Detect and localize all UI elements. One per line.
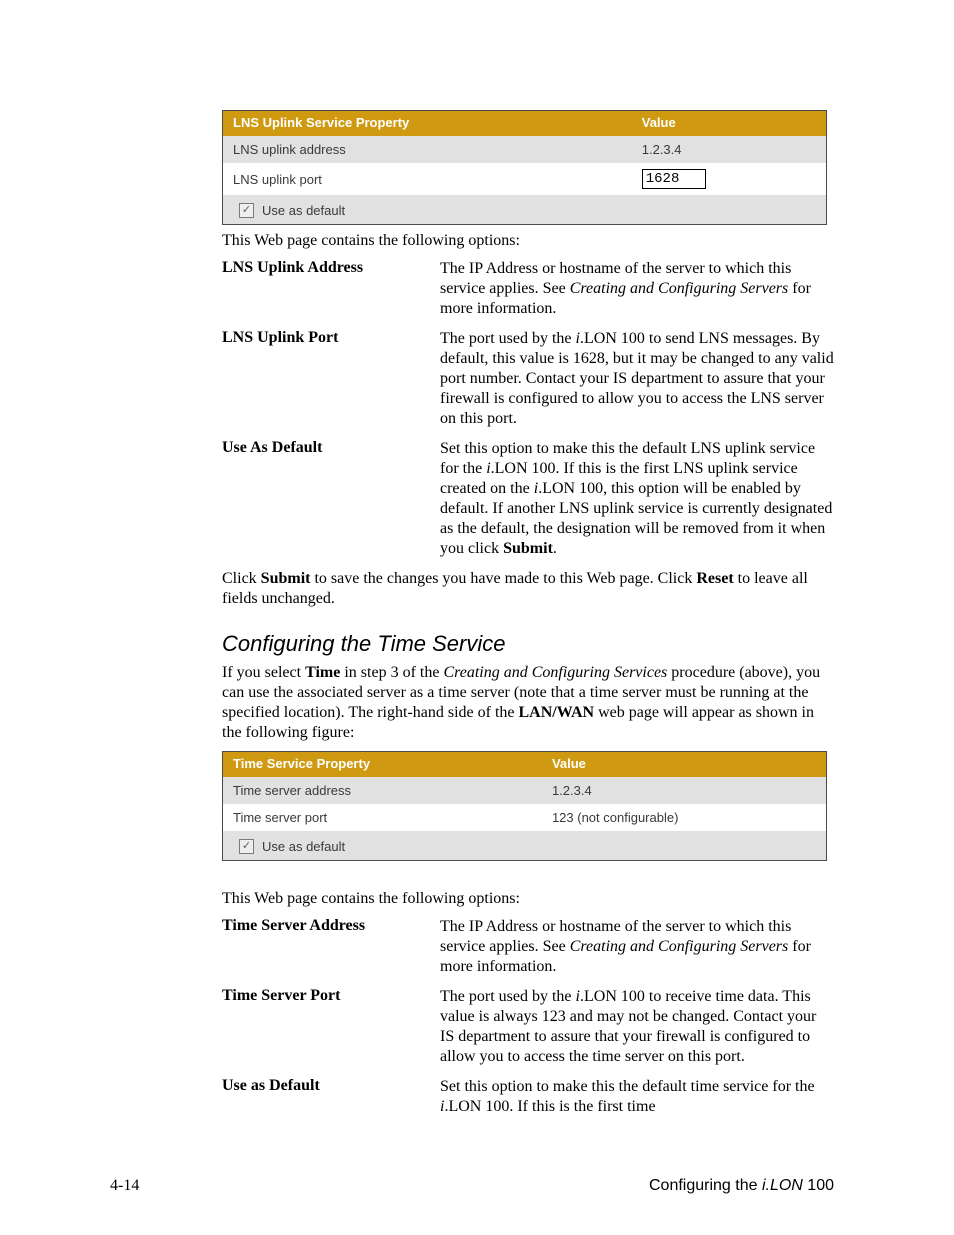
definition-row: Time Server Address The IP Address or ho… — [222, 917, 834, 977]
table-header-row: Time Service Property Value — [223, 752, 827, 778]
text: If you select — [222, 664, 305, 681]
section-heading: Configuring the Time Service — [222, 631, 834, 657]
text: to save the changes you have made to thi… — [310, 570, 696, 587]
property-value-cell — [632, 163, 827, 195]
text: Click — [222, 570, 261, 587]
text-italic: Creating and Configuring Servers — [570, 938, 789, 955]
definition-body: The port used by the i.LON 100 to receiv… — [440, 987, 834, 1067]
definition-term: Time Server Port — [222, 987, 440, 1067]
text-italic: i.LON — [762, 1177, 803, 1194]
table-row: LNS uplink port — [223, 163, 827, 195]
footer-title: Configuring the i.LON 100 — [649, 1177, 834, 1195]
text: Set this option to make this the default… — [440, 1078, 815, 1095]
definition-body: Set this option to make this the default… — [440, 439, 834, 559]
table-row: Time server port 123 (not configurable) — [223, 804, 827, 831]
definition-body: The port used by the i.LON 100 to send L… — [440, 329, 834, 429]
definition-term: Time Server Address — [222, 917, 440, 977]
time-service-table: Time Service Property Value Time server … — [222, 751, 827, 861]
text-bold: Submit — [503, 540, 553, 557]
text: . — [553, 540, 557, 557]
checkbox-label: Use as default — [262, 839, 345, 854]
document-page: LNS Uplink Service Property Value LNS up… — [0, 0, 954, 1235]
property-value: 1.2.3.4 — [542, 777, 827, 804]
property-value: 1.2.3.4 — [632, 136, 827, 163]
table-row: ✓ Use as default — [223, 195, 827, 225]
definition-term: Use as Default — [222, 1077, 440, 1117]
definition-row: Time Server Port The port used by the i.… — [222, 987, 834, 1067]
col-header-value: Value — [632, 111, 827, 137]
text: The port used by the — [440, 330, 576, 347]
empty-cell — [632, 195, 827, 225]
use-as-default-checkbox[interactable]: ✓ — [239, 203, 254, 218]
definition-body: The IP Address or hostname of the server… — [440, 917, 834, 977]
empty-cell — [542, 831, 827, 861]
text-bold: Reset — [696, 570, 733, 587]
page-number: 4-14 — [110, 1177, 139, 1195]
definition-row: LNS Uplink Port The port used by the i.L… — [222, 329, 834, 429]
definition-body: Set this option to make this the default… — [440, 1077, 834, 1117]
property-label: LNS uplink address — [223, 136, 632, 163]
text: .LON 100. If this is the first time — [444, 1098, 655, 1115]
definition-body: The IP Address or hostname of the server… — [440, 259, 834, 319]
lns-uplink-table: LNS Uplink Service Property Value LNS up… — [222, 110, 827, 225]
checkbox-cell: ✓ Use as default — [223, 831, 542, 861]
intro-paragraph: This Web page contains the following opt… — [222, 889, 834, 909]
text-bold: Submit — [261, 570, 311, 587]
definition-row: LNS Uplink Address The IP Address or hos… — [222, 259, 834, 319]
checkbox-cell: ✓ Use as default — [223, 195, 632, 225]
page-footer: 4-14 Configuring the i.LON 100 — [0, 1177, 954, 1195]
text-italic: Creating and Configuring Servers — [570, 280, 789, 297]
property-label: Time server address — [223, 777, 542, 804]
section-intro-paragraph: If you select Time in step 3 of the Crea… — [222, 663, 834, 743]
text: Configuring the — [649, 1177, 762, 1194]
checkbox-label: Use as default — [262, 203, 345, 218]
col-header-value: Value — [542, 752, 827, 778]
intro-paragraph: This Web page contains the following opt… — [222, 231, 834, 251]
table-row: ✓ Use as default — [223, 831, 827, 861]
col-header-property: LNS Uplink Service Property — [223, 111, 632, 137]
submit-paragraph: Click Submit to save the changes you hav… — [222, 569, 834, 609]
text-bold: LAN/WAN — [519, 704, 595, 721]
table-header-row: LNS Uplink Service Property Value — [223, 111, 827, 137]
property-label: Time server port — [223, 804, 542, 831]
definition-term: LNS Uplink Address — [222, 259, 440, 319]
table-row: LNS uplink address 1.2.3.4 — [223, 136, 827, 163]
col-header-property: Time Service Property — [223, 752, 542, 778]
text-bold: Time — [305, 664, 340, 681]
text-italic: Creating and Configuring Services — [443, 664, 667, 681]
lns-uplink-port-input[interactable] — [642, 169, 706, 189]
property-value: 123 (not configurable) — [542, 804, 827, 831]
text: The port used by the — [440, 988, 576, 1005]
definition-term: Use As Default — [222, 439, 440, 559]
table-row: Time server address 1.2.3.4 — [223, 777, 827, 804]
text: 100 — [803, 1177, 834, 1194]
definition-term: LNS Uplink Port — [222, 329, 440, 429]
definition-row: Use As Default Set this option to make t… — [222, 439, 834, 559]
use-as-default-checkbox[interactable]: ✓ — [239, 839, 254, 854]
text: in step 3 of the — [340, 664, 443, 681]
definition-row: Use as Default Set this option to make t… — [222, 1077, 834, 1117]
property-label: LNS uplink port — [223, 163, 632, 195]
